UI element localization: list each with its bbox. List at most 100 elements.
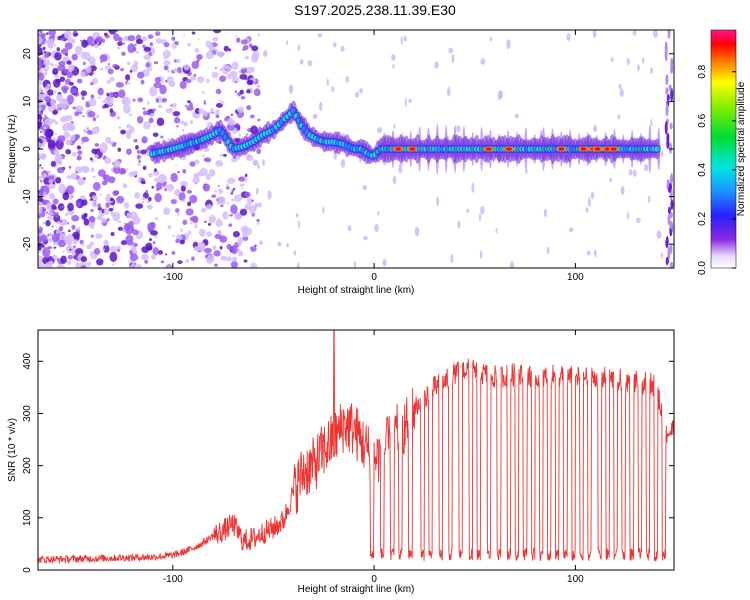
noise-speckle [217, 196, 226, 206]
noise-speckle [43, 125, 47, 130]
noise-speckle [166, 183, 175, 192]
noise-speckle [231, 157, 237, 163]
noise-speckle [667, 213, 671, 226]
noise-speckle [246, 79, 254, 86]
noise-speckle [184, 104, 188, 107]
noise-speckle [46, 83, 51, 88]
noise-speckle [53, 89, 57, 94]
noise-speckle [204, 247, 212, 254]
noise-speckle [237, 250, 244, 257]
noise-speckle [134, 192, 141, 199]
noise-speckle [214, 189, 217, 193]
noise-speckle [163, 207, 171, 216]
noise-speckle [115, 64, 119, 68]
noise-speckle [65, 149, 72, 155]
noise-speckle [231, 189, 235, 193]
noise-speckle [212, 245, 217, 250]
noise-speckle [202, 154, 205, 158]
noise-speckle [207, 222, 212, 226]
noise-speckle [215, 88, 222, 95]
noise-speckle [186, 189, 193, 194]
noise-speckle [670, 57, 674, 68]
noise-speckle [267, 190, 272, 200]
noise-speckle [110, 231, 115, 237]
noise-speckle [175, 58, 181, 64]
noise-speckle [205, 78, 210, 84]
noise-speckle [80, 141, 85, 145]
signal-peak [654, 146, 660, 152]
noise-speckle [45, 128, 54, 138]
noise-speckle [42, 247, 51, 258]
noise-speckle [250, 246, 253, 250]
noise-speckle [152, 169, 160, 176]
noise-speckle [85, 65, 92, 74]
noise-speckle [176, 66, 182, 73]
noise-speckle [127, 35, 136, 42]
noise-speckle [403, 35, 407, 42]
noise-speckle [129, 250, 133, 255]
noise-speckle [136, 149, 141, 154]
noise-speckle [255, 187, 259, 195]
noise-speckle [106, 92, 110, 97]
noise-speckle [163, 42, 170, 48]
noise-speckle [150, 230, 158, 236]
y-tick-label: 20 [22, 48, 33, 60]
noise-speckle [91, 201, 97, 208]
noise-speckle [55, 177, 62, 184]
noise-speckle [617, 114, 621, 120]
noise-speckle [40, 89, 44, 92]
noise-speckle [239, 183, 245, 187]
noise-speckle [174, 188, 181, 197]
noise-speckle [116, 245, 122, 251]
noise-speckle [148, 238, 152, 241]
noise-speckle [38, 261, 42, 267]
noise-speckle [218, 141, 222, 144]
noise-speckle [133, 242, 138, 248]
noise-speckle [167, 224, 172, 230]
noise-speckle [244, 55, 250, 60]
noise-speckle [45, 220, 51, 227]
noise-speckle [123, 222, 126, 225]
noise-speckle [203, 220, 207, 224]
noise-speckle [116, 195, 125, 204]
noise-speckle [222, 70, 228, 75]
noise-speckle [246, 197, 254, 205]
noise-speckle [60, 37, 65, 41]
noise-speckle [203, 157, 208, 162]
noise-speckle [90, 167, 95, 173]
signal-streak [426, 127, 431, 171]
noise-speckle [480, 205, 485, 215]
noise-speckle [241, 187, 244, 190]
snr-y-ticks: 0 100 200 300 400 [22, 353, 674, 573]
noise-speckle [479, 250, 483, 259]
noise-speckle [257, 222, 260, 225]
noise-speckle [71, 224, 76, 230]
colorbar-tick-label: 0.8 [697, 64, 708, 78]
y-tick-label: 0 [22, 146, 33, 152]
noise-speckle [141, 36, 148, 42]
noise-speckle [670, 64, 674, 72]
noise-speckle [307, 60, 313, 67]
noise-speckle [143, 121, 151, 130]
noise-speckle [362, 184, 367, 191]
noise-speckle [69, 88, 78, 95]
noise-speckle [43, 72, 48, 76]
noise-speckle [54, 43, 57, 47]
noise-speckle [173, 117, 181, 124]
noise-speckle [160, 135, 164, 139]
noise-speckle [653, 30, 658, 39]
snr-plot-area [38, 330, 674, 565]
noise-speckle [288, 84, 294, 94]
noise-speckle [90, 241, 94, 247]
colorbar-tick-label: 0.2 [697, 212, 708, 226]
noise-speckle [189, 120, 194, 125]
noise-speckle [73, 233, 80, 242]
noise-speckle [81, 136, 90, 143]
noise-speckle [108, 207, 114, 212]
noise-speckle [250, 262, 258, 268]
noise-speckle [72, 239, 78, 245]
noise-speckle [222, 64, 230, 70]
noise-speckle [149, 86, 158, 97]
noise-speckle [66, 185, 75, 195]
hot-spot-core [395, 147, 402, 151]
